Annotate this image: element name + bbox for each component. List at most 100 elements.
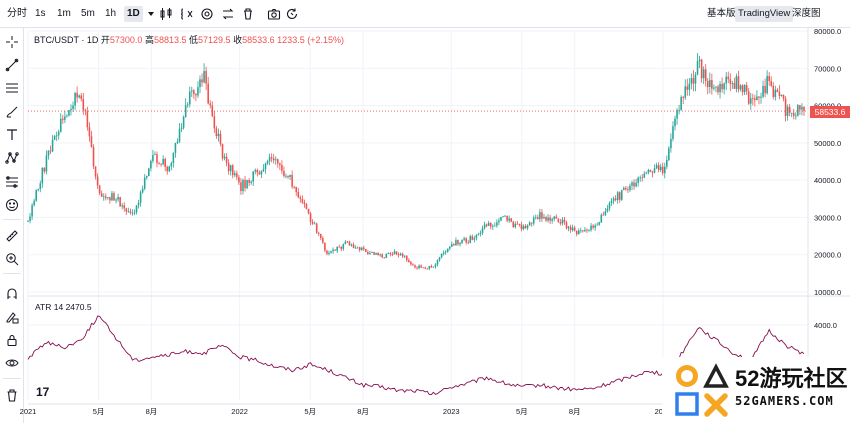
candle-body: [113, 193, 115, 201]
chevron-down-icon[interactable]: [142, 5, 160, 23]
candle-body: [510, 218, 513, 222]
candle-body: [721, 83, 723, 90]
indicator-icon[interactable]: [177, 5, 195, 23]
candle-body: [47, 150, 50, 156]
magnet-icon[interactable]: [2, 284, 22, 304]
candle-body: [369, 253, 371, 255]
candle-body: [534, 217, 537, 219]
eye-icon[interactable]: [2, 353, 22, 373]
candle-body: [84, 109, 87, 112]
crosshair-icon[interactable]: [2, 32, 22, 52]
emoji-icon[interactable]: [2, 195, 22, 215]
compare-icon[interactable]: [219, 5, 237, 23]
timeframe-1s[interactable]: 1s: [35, 8, 46, 19]
candle-body: [297, 192, 300, 198]
candle-body: [754, 98, 756, 101]
candle-body: [418, 265, 420, 269]
camera-icon[interactable]: [265, 5, 283, 23]
time-axis-tick: 2021: [20, 407, 37, 416]
candle-body: [735, 76, 738, 89]
candle-body: [627, 189, 629, 191]
ruler-icon[interactable]: [2, 226, 22, 246]
candle-body: [408, 260, 410, 262]
candle-body: [346, 241, 349, 243]
candle-body: [283, 170, 285, 177]
candle-body: [774, 89, 777, 97]
timeframe-fenshi[interactable]: 分时: [7, 8, 27, 19]
pattern-icon[interactable]: [2, 148, 22, 168]
candle-body: [700, 59, 703, 79]
trash-icon[interactable]: [239, 5, 257, 23]
candle-body: [287, 175, 289, 178]
top-toolbar: 分时 1s 1m 5m 1h 1D 基本版 TradingView 深度图: [0, 0, 850, 28]
atr-legend: ATR 14 2470.5: [35, 302, 92, 312]
drawing-toolbar: [0, 28, 24, 423]
candle-body: [446, 248, 449, 252]
settings-icon[interactable]: [198, 5, 216, 23]
candle-body: [459, 242, 461, 245]
refresh-icon[interactable]: [283, 5, 301, 23]
view-depth[interactable]: 深度图: [792, 8, 821, 19]
zoom-in-icon[interactable]: [2, 249, 22, 269]
trash-icon[interactable]: [2, 385, 22, 405]
view-basic[interactable]: 基本版: [707, 8, 736, 19]
timeframe-1d[interactable]: 1D: [124, 6, 143, 22]
candle-body: [549, 217, 551, 221]
candle-body: [541, 212, 543, 219]
view-tradingview[interactable]: TradingView: [735, 6, 794, 22]
time-axis-tick: 8月: [146, 407, 158, 416]
candle-body: [496, 222, 498, 226]
candle-body: [352, 244, 355, 249]
candle-body: [772, 85, 775, 97]
candle-body: [565, 222, 568, 229]
candle-body: [616, 192, 619, 200]
candle-body: [444, 251, 447, 253]
atr-axis-tick: 4000.0: [814, 321, 837, 330]
candle-body: [758, 96, 760, 98]
candle-body: [307, 208, 310, 214]
candle-body: [274, 159, 277, 161]
text-icon[interactable]: [2, 125, 22, 145]
candle-body: [524, 226, 527, 229]
candle-body: [270, 157, 273, 159]
candle-body: [391, 254, 394, 255]
candle-body: [760, 96, 762, 98]
candle-body: [778, 91, 781, 96]
candle-body: [584, 229, 586, 232]
watermark: 52游玩社区 52GAMERS.COM: [662, 357, 850, 423]
horizontal-lines-icon[interactable]: [2, 78, 22, 98]
brush-icon[interactable]: [2, 102, 22, 122]
candle-body: [98, 185, 101, 194]
timeframe-1m[interactable]: 1m: [57, 8, 71, 19]
lock-icon[interactable]: [2, 330, 22, 350]
candle-body: [801, 106, 803, 110]
candle-body: [145, 176, 148, 178]
candle-body: [723, 83, 725, 90]
timeframe-1h[interactable]: 1h: [105, 8, 117, 19]
ohlc-legend: BTC/USDT · 1D 开57300.0 高58813.5 低57129.5…: [34, 33, 344, 46]
candle-body: [661, 166, 664, 174]
candle-body: [672, 126, 674, 139]
time-axis-tick: 8月: [357, 407, 369, 416]
candle-body: [45, 155, 48, 172]
candle-body: [545, 217, 547, 221]
timeframe-5m[interactable]: 5m: [81, 8, 95, 19]
candle-body: [717, 86, 719, 93]
trend-line-icon[interactable]: [2, 55, 22, 75]
candle-body: [606, 208, 609, 212]
candles-icon[interactable]: [157, 5, 175, 23]
fib-icon[interactable]: [2, 172, 22, 192]
candle-body: [713, 87, 715, 89]
candle-body: [240, 182, 242, 192]
pencil-lock-icon[interactable]: [2, 307, 22, 327]
change-value: 1233.5 (+2.15%): [277, 35, 344, 45]
candle-body: [131, 212, 134, 214]
candle-body: [348, 241, 351, 246]
candle-body: [457, 240, 459, 245]
candle-body: [684, 86, 687, 98]
candle-body: [733, 83, 736, 89]
candle-body: [117, 197, 119, 200]
candle-body: [692, 78, 695, 84]
candle-body: [696, 61, 699, 75]
